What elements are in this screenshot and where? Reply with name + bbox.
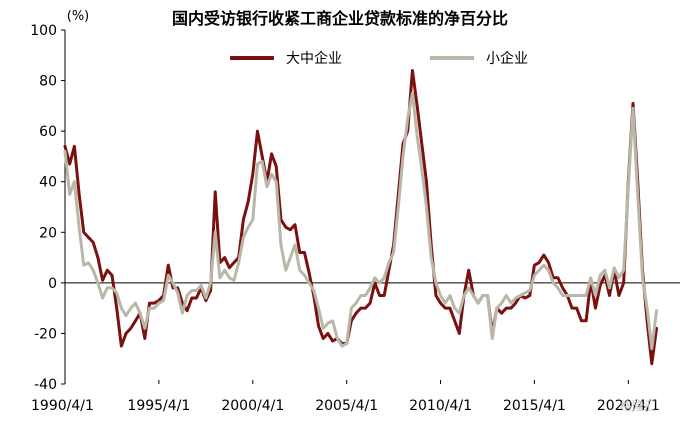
y-tick-label: -20: [34, 326, 57, 342]
legend-label-0: 大中企业: [286, 50, 342, 67]
series-line-1: [63, 91, 659, 351]
x-tick-label: 2010/4/1: [409, 398, 472, 414]
watermark-text: 格隆汇: [620, 398, 656, 413]
x-tick-label: 1995/4/1: [127, 398, 190, 414]
x-tick-label: 2005/4/1: [315, 398, 378, 414]
series-layer: [63, 68, 659, 366]
series-line-0: [63, 68, 659, 366]
legend: 大中企业 小企业: [230, 50, 528, 67]
y-tick-label: 100: [30, 23, 57, 39]
x-tick-label: 1990/4/1: [31, 398, 94, 414]
watermark: 格隆汇: [620, 398, 656, 413]
x-tick-label: 2020/4/1: [597, 398, 660, 414]
y-tick-label: 40: [39, 175, 57, 191]
y-tick-label: 20: [39, 225, 57, 241]
x-tick-label: 2015/4/1: [503, 398, 566, 414]
legend-label-1: 小企业: [486, 50, 528, 67]
y-tick-label: 0: [48, 276, 57, 292]
y-tick-label: 60: [39, 124, 57, 140]
axes-layer: 100 80 60 40 20 0 -20 -40 1990/4/1 1995/4/1 2000/4…: [30, 23, 680, 414]
y-tick-label: 80: [39, 74, 57, 90]
text-layer: 国内受访银行收紧工商企业贷款标准的净百分比 (%): [67, 9, 508, 28]
chart-title: 国内受访银行收紧工商企业贷款标准的净百分比: [172, 9, 508, 28]
x-tick-label: 2000/4/1: [221, 398, 284, 414]
y-tick-label: -40: [34, 377, 57, 393]
y-axis-unit-label: (%): [67, 9, 90, 24]
